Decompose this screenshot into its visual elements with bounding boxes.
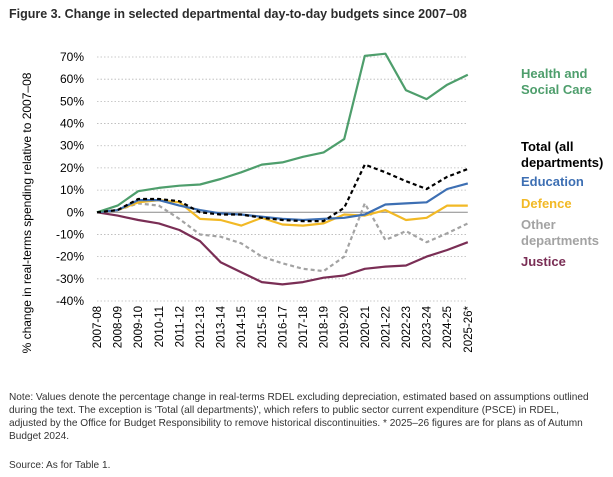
line-chart: 70%60%50%40%30%20%10%0%-10%-20%-30%-40% … (20, 50, 603, 353)
y-tick-label: 70% (60, 50, 84, 64)
y-axis-label: % change in real-terms spending relative… (20, 72, 34, 353)
x-tick-label: 2022-23 (401, 306, 413, 348)
x-tick-labels: 2007-08 2008-09 2009-10 2010-11 2011-12 2012-… (92, 305, 475, 352)
y-tick-label: 40% (60, 117, 84, 131)
x-tick-label: 2009-10 (133, 306, 145, 348)
y-tick-labels: 70% 60% 50% 40% 30% 20% 10% 0% -10% -20% -30% -40% (56, 50, 84, 308)
legend-label-other: Other departments (521, 217, 599, 248)
legend: Health and Social Care Total (all departmen… (521, 66, 603, 269)
x-tick-label: 2020-21 (360, 306, 372, 348)
y-tick-label: -20% (56, 250, 84, 264)
x-tick-label: 2012-13 (195, 306, 207, 348)
y-tick-label: 60% (60, 72, 84, 86)
x-tick-label: 2018-19 (319, 306, 331, 348)
legend-label-total: Total (all departments) (521, 139, 603, 170)
figure-title: Figure 3. Change in selected departmenta… (9, 7, 467, 21)
y-tick-label: -30% (56, 272, 84, 286)
x-tick-label: 2014-15 (236, 306, 248, 348)
x-tick-label: 2013-14 (216, 305, 228, 348)
gridlines (97, 56, 468, 302)
series-line-health (96, 52, 469, 214)
legend-label-defence: Defence (521, 196, 572, 211)
source-line: Source: As for Table 1. (9, 460, 111, 471)
series-lines (96, 52, 469, 286)
x-tick-label: 2007-08 (92, 306, 104, 348)
x-tick-label: 2008-09 (113, 306, 125, 348)
y-tick-label: 0% (67, 205, 85, 219)
x-tick-label: 2015-16 (257, 306, 269, 348)
y-tick-label: -10% (56, 227, 84, 241)
series-line-other (96, 202, 469, 273)
y-tick-label: 20% (60, 161, 84, 175)
x-tick-label: 2023-24 (422, 305, 434, 348)
legend-label-education: Education (521, 174, 584, 189)
chart-note: Note: Values denote the percentage chang… (9, 392, 589, 442)
x-tick-label: 2025-26* (463, 305, 475, 352)
series-line-total (96, 163, 469, 223)
x-tick-label: 2011-12 (174, 306, 186, 347)
x-tick-label: 2019-20 (339, 306, 351, 348)
x-tick-label: 2021-22 (380, 306, 392, 348)
y-tick-label: 50% (60, 94, 84, 108)
x-tick-label: 2016-17 (277, 306, 289, 348)
x-tick-label: 2017-18 (298, 306, 310, 348)
y-tick-label: -40% (56, 294, 84, 308)
y-tick-label: 30% (60, 139, 84, 153)
y-tick-label: 10% (60, 183, 84, 197)
legend-label-justice: Justice (521, 254, 566, 269)
series-line-justice (96, 211, 469, 286)
legend-label-health: Health and Social Care (521, 66, 592, 97)
x-tick-label: 2010-11 (154, 306, 166, 347)
x-tick-label: 2024-25 (442, 306, 454, 348)
